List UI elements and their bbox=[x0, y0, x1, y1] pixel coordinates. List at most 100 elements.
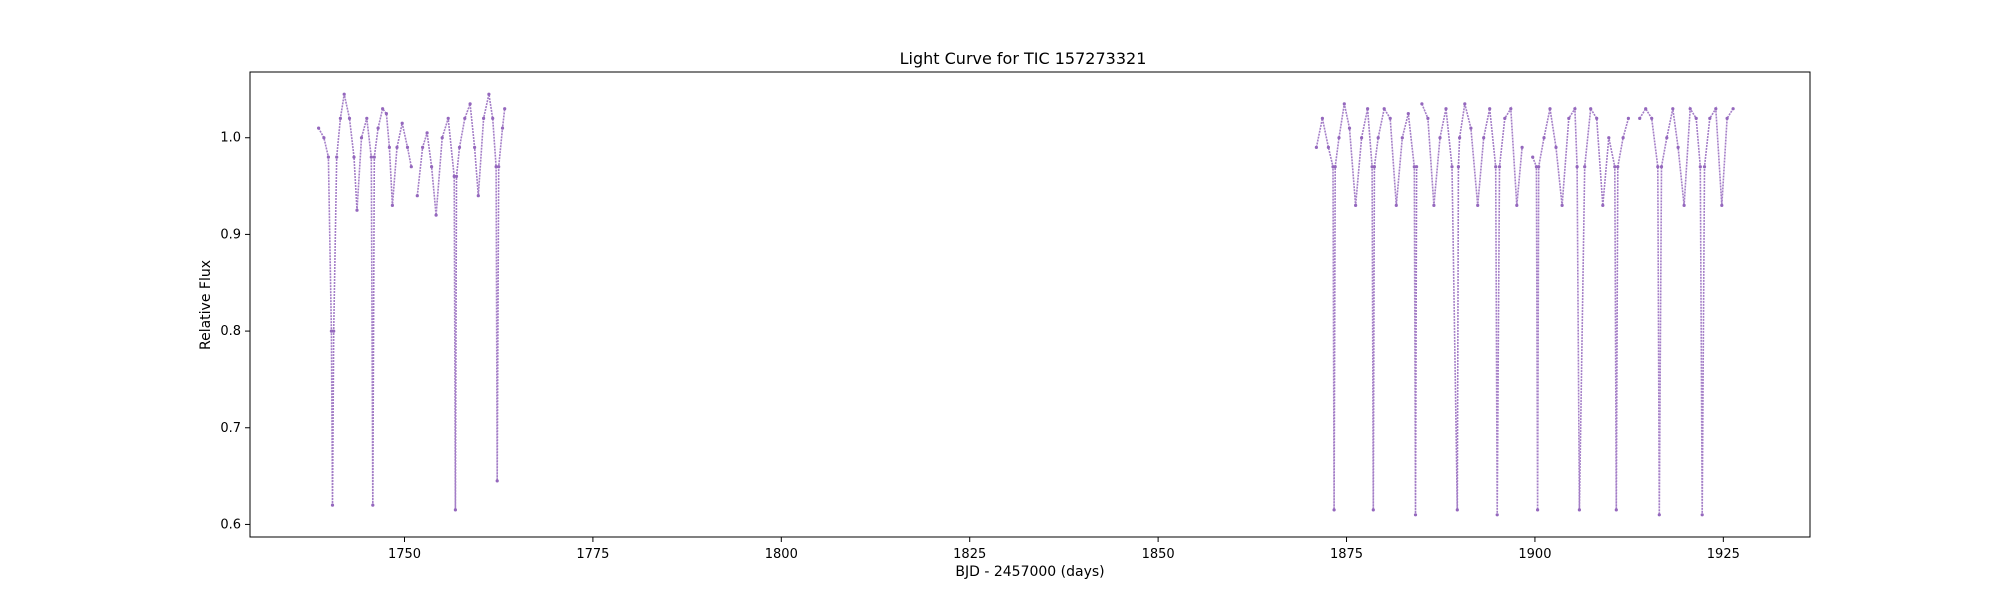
data-point bbox=[371, 503, 375, 507]
data-point bbox=[1476, 203, 1480, 207]
data-point bbox=[1450, 165, 1454, 169]
y-tick-label: 0.8 bbox=[220, 324, 241, 339]
data-point bbox=[1412, 165, 1416, 169]
data-point bbox=[1537, 165, 1541, 169]
data-point bbox=[355, 208, 359, 212]
data-point bbox=[468, 102, 472, 106]
data-point bbox=[1376, 136, 1380, 140]
data-point bbox=[495, 479, 499, 483]
data-point bbox=[1575, 165, 1579, 169]
data-point bbox=[1621, 136, 1625, 140]
data-point bbox=[369, 155, 373, 159]
flux-trace bbox=[1421, 103, 1523, 515]
data-point bbox=[1406, 112, 1410, 116]
data-point bbox=[405, 145, 410, 149]
data-point bbox=[497, 165, 501, 169]
data-point bbox=[322, 136, 326, 140]
plot-frame bbox=[249, 71, 1811, 538]
data-point bbox=[1595, 116, 1599, 120]
data-point bbox=[1371, 508, 1375, 512]
data-point bbox=[457, 145, 462, 149]
x-tick-label: 1850 bbox=[1142, 547, 1175, 562]
data-point bbox=[1497, 165, 1502, 169]
data-point bbox=[453, 508, 457, 512]
data-point bbox=[1420, 102, 1424, 106]
flux-trace bbox=[317, 94, 413, 506]
data-point bbox=[494, 165, 498, 169]
data-point bbox=[1432, 203, 1436, 207]
data-point bbox=[1342, 102, 1346, 106]
flux-segment bbox=[1420, 102, 1524, 517]
data-point bbox=[409, 165, 413, 169]
flux-segment bbox=[317, 92, 413, 507]
data-point bbox=[1702, 165, 1707, 169]
x-tick-label: 1900 bbox=[1518, 547, 1551, 562]
data-point bbox=[463, 116, 467, 120]
data-point bbox=[1560, 203, 1564, 207]
flux-trace bbox=[1639, 106, 1734, 515]
data-point bbox=[352, 155, 356, 159]
chart-title: Light Curve for TIC 157273321 bbox=[900, 49, 1147, 68]
data-point bbox=[503, 107, 507, 111]
data-point bbox=[1548, 107, 1552, 111]
data-point bbox=[1714, 107, 1718, 111]
data-point bbox=[317, 126, 321, 130]
data-point bbox=[1708, 116, 1712, 120]
data-point bbox=[473, 145, 477, 149]
data-point bbox=[1333, 165, 1337, 169]
y-tick-label: 0.9 bbox=[220, 227, 241, 242]
data-point bbox=[1531, 155, 1535, 159]
data-point bbox=[452, 174, 456, 178]
y-tick-label: 0.7 bbox=[220, 421, 241, 436]
data-point bbox=[1400, 136, 1404, 140]
data-point bbox=[1614, 508, 1618, 512]
y-tick-label: 1.0 bbox=[220, 131, 241, 146]
data-point bbox=[1665, 136, 1669, 140]
data-point bbox=[1455, 508, 1459, 512]
data-point bbox=[1644, 107, 1648, 111]
data-point bbox=[476, 194, 480, 198]
data-point bbox=[1694, 116, 1698, 120]
data-point bbox=[1589, 107, 1593, 111]
data-point bbox=[387, 145, 391, 149]
data-point bbox=[491, 116, 495, 120]
data-point bbox=[1382, 107, 1386, 111]
data-point bbox=[482, 116, 486, 120]
x-axis: 1750 1775 1800 1825 1850 1875 1900 1925 bbox=[388, 537, 1740, 562]
y-axis-label: Relative Flux bbox=[198, 260, 214, 350]
x-tick-label: 1750 bbox=[388, 547, 421, 562]
data-point bbox=[500, 126, 505, 130]
data-point bbox=[1616, 165, 1620, 169]
data-point bbox=[1332, 508, 1336, 512]
data-point bbox=[329, 329, 333, 333]
data-point bbox=[1567, 116, 1571, 120]
data-point bbox=[1650, 116, 1654, 120]
data-point bbox=[1394, 203, 1398, 207]
data-point bbox=[1671, 107, 1675, 111]
data-point bbox=[384, 112, 388, 116]
data-point bbox=[326, 155, 330, 159]
data-point bbox=[1347, 126, 1352, 130]
data-point bbox=[1534, 165, 1538, 169]
data-point bbox=[1676, 145, 1680, 149]
data-point bbox=[1320, 116, 1324, 120]
data-point bbox=[1337, 136, 1341, 140]
data-point bbox=[430, 165, 434, 169]
data-point bbox=[1456, 165, 1460, 169]
data-point bbox=[440, 136, 444, 140]
data-point bbox=[1583, 165, 1587, 169]
plot-area bbox=[317, 92, 1735, 517]
data-point bbox=[1682, 203, 1686, 207]
data-point bbox=[1331, 165, 1335, 169]
data-point bbox=[376, 126, 380, 130]
flux-segment bbox=[1638, 106, 1735, 517]
data-point bbox=[1494, 165, 1498, 169]
data-point bbox=[395, 145, 399, 149]
data-point bbox=[446, 116, 450, 120]
flux-trace bbox=[1315, 103, 1418, 515]
flux-segment bbox=[415, 92, 507, 512]
data-point bbox=[1413, 513, 1418, 517]
data-point bbox=[1601, 203, 1605, 207]
